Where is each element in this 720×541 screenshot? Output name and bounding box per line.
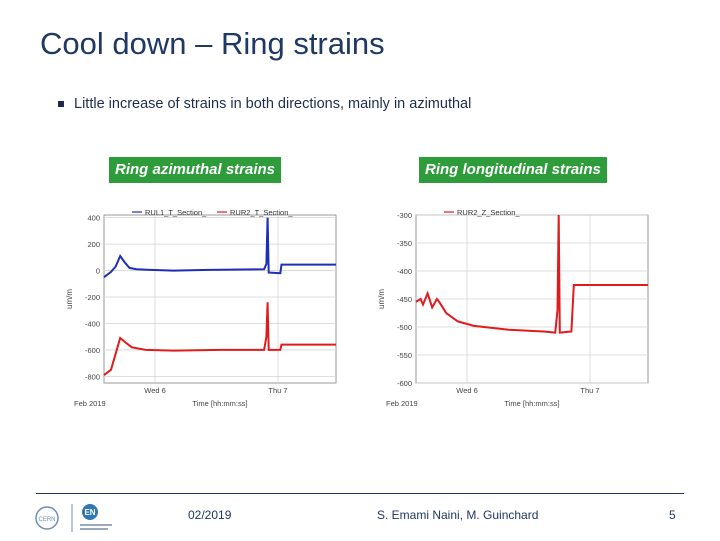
x-date-label: Feb 2019: [386, 399, 418, 408]
y-tick-label: -800: [85, 372, 100, 381]
chart-title-azimuthal: Ring azimuthal strains: [109, 157, 282, 183]
legend-entry: RUR2_T_Section_: [230, 208, 293, 217]
bullet-text: Little increase of strains in both direc…: [74, 96, 472, 112]
y-tick-label: -400: [85, 319, 100, 328]
y-axis-label: um/m: [377, 289, 386, 309]
x-tick-label: Wed 6: [456, 386, 478, 395]
y-tick-label: 0: [96, 267, 100, 276]
series-line-RUR2_T_Section_: [103, 302, 336, 376]
y-tick-label: -450: [397, 295, 412, 304]
bullet-item: Little increase of strains in both direc…: [58, 96, 471, 112]
series-line-RUL1_T_Section_: [103, 217, 336, 278]
x-tick-label: Thu 7: [580, 386, 599, 395]
x-axis-label: Time [hh:mm:ss]: [192, 399, 247, 408]
footer-authors: S. Emami Naini, M. Guinchard: [377, 508, 539, 522]
x-axis-label: Time [hh:mm:ss]: [504, 399, 559, 408]
y-tick-label: -200: [85, 293, 100, 302]
cern-logo-text: CERN: [38, 517, 55, 523]
x-date-label: Feb 2019: [74, 399, 106, 408]
footer-date: 02/2019: [188, 508, 232, 522]
azimuthal-strain-chart: 400 200 0 -200 -400 -600 -800 Wed 6 Thu 7 um/m Feb…: [65, 208, 337, 408]
x-tick-label: Wed 6: [144, 386, 166, 395]
y-tick-label: -550: [397, 351, 412, 360]
en-department-logo-icon: EN: [80, 504, 112, 530]
y-tick-label: -500: [397, 323, 412, 332]
footer-logos: CERN EN: [34, 500, 124, 536]
y-tick-label: -350: [397, 239, 412, 248]
x-tick-label: Thu 7: [268, 386, 287, 395]
slide-title: Cool down – Ring strains: [40, 26, 385, 61]
longitudinal-strain-chart: -300 -350 -400 -450 -500 -550 -600 Wed 6 Thu 7 um…: [377, 208, 649, 408]
bullet-square-icon: [58, 101, 64, 107]
y-tick-label: 400: [87, 214, 100, 223]
en-logo-text: EN: [84, 508, 95, 517]
y-tick-label: 200: [87, 240, 100, 249]
page-number: 5: [669, 508, 676, 522]
plot-frame: [103, 214, 337, 384]
y-tick-label: -600: [397, 379, 412, 388]
y-tick-label: -300: [397, 211, 412, 220]
series-line-RUR2_Z_Section_: [415, 214, 648, 334]
chart-title-longitudinal: Ring longitudinal strains: [419, 157, 607, 183]
y-tick-label: -600: [85, 346, 100, 355]
legend-entry: RUR2_Z_Section_: [457, 208, 520, 217]
cern-logo-icon: CERN: [35, 506, 59, 530]
legend-entry: RUL1_T_Section_: [145, 208, 207, 217]
y-axis-label: um/m: [65, 289, 74, 309]
y-tick-label: -400: [397, 267, 412, 276]
footer-divider: [36, 493, 684, 494]
